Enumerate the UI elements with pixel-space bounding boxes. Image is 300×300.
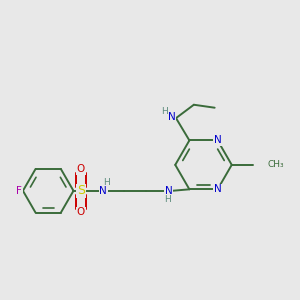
Text: O: O: [77, 164, 85, 174]
Text: N: N: [214, 184, 221, 194]
Text: H: H: [103, 178, 110, 187]
Text: O: O: [77, 207, 85, 217]
Text: N: N: [99, 186, 107, 196]
Text: CH₃: CH₃: [267, 160, 284, 169]
Text: N: N: [168, 112, 176, 122]
Text: H: H: [164, 195, 170, 204]
Text: F: F: [16, 186, 22, 196]
Text: S: S: [77, 184, 85, 197]
Text: N: N: [214, 135, 221, 146]
Text: N: N: [165, 186, 172, 196]
Text: H: H: [161, 107, 168, 116]
